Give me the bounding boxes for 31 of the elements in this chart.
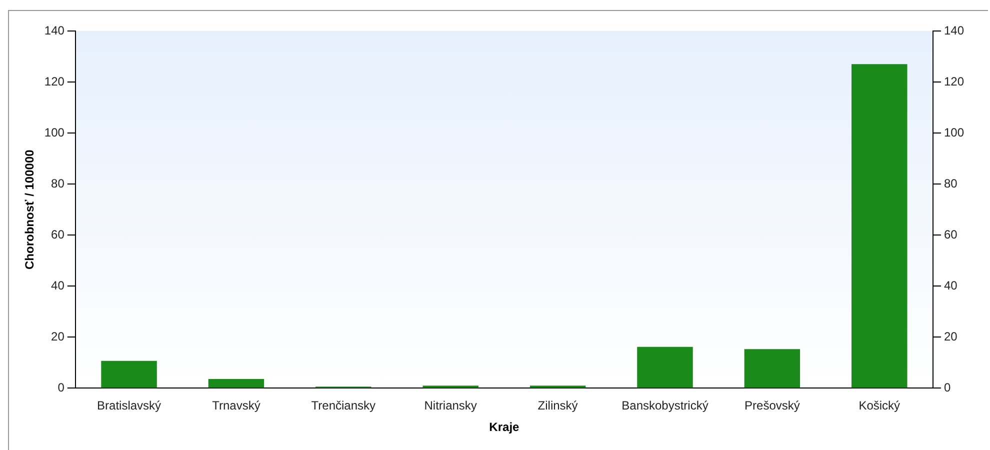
y-tick-label: 0: [58, 380, 65, 395]
y-tick-label: 40: [51, 278, 65, 292]
x-tick-label: Košický: [858, 398, 900, 413]
y2-tick-label: 100: [944, 125, 964, 140]
bar: [208, 379, 264, 388]
bar: [852, 64, 908, 388]
y-tick-label: 60: [51, 227, 65, 242]
bar: [101, 360, 157, 388]
x-axis-title: Kraje: [489, 420, 520, 434]
x-tick-label: Zilinský: [538, 398, 578, 413]
y2-tick-label: 60: [944, 227, 958, 242]
x-tick-label: Banskobystrický: [622, 398, 708, 413]
y-tick-label: 20: [51, 329, 65, 344]
y2-tick-label: 140: [944, 23, 964, 38]
x-tick-label: Trnavský: [212, 398, 260, 413]
bar: [637, 346, 693, 388]
y2-tick-label: 120: [944, 74, 964, 88]
y2-tick-label: 0: [944, 380, 951, 395]
y-axis-title: Chorobnosť / 100000: [22, 149, 37, 270]
x-tick-label: Trenčiansky: [311, 398, 376, 413]
y-tick-label: 100: [44, 125, 65, 140]
x-tick-label: Bratislavský: [97, 398, 162, 413]
y2-tick-label: 40: [944, 278, 958, 292]
y2-tick-label: 20: [944, 329, 958, 344]
y-tick-label: 80: [51, 176, 65, 190]
x-tick-label: Nitriansky: [424, 398, 477, 413]
y-tick-label: 120: [44, 74, 65, 88]
bar: [744, 349, 800, 388]
x-tick-label: Prešovský: [744, 398, 800, 413]
y2-tick-label: 80: [944, 176, 958, 190]
y-tick-label: 140: [44, 23, 65, 38]
